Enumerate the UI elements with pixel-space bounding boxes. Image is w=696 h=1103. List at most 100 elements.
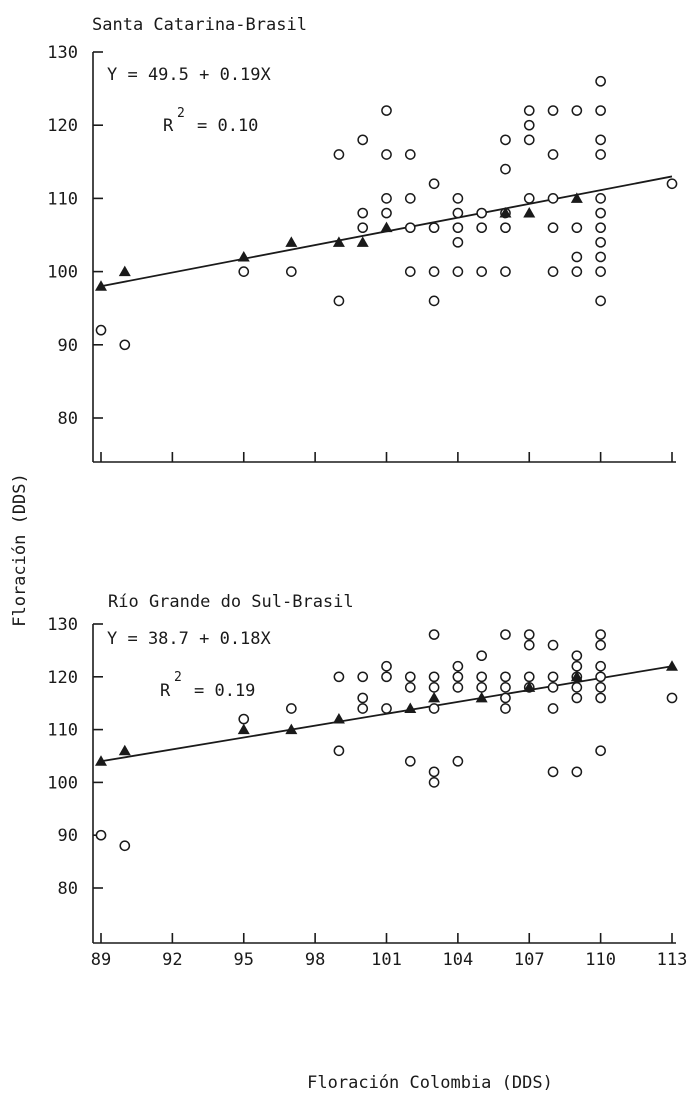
data-point-circle	[238, 266, 250, 277]
data-point-circle	[428, 222, 440, 234]
y-tick-label: 90	[58, 336, 78, 356]
data-point-circle	[523, 134, 535, 146]
data-point-circle	[238, 713, 250, 725]
y-tick-label: 120	[47, 116, 78, 136]
data-point-circle	[571, 766, 583, 778]
axes: 80 90 100 110 120 130 89 92 95 98 101 104 107 110 113	[47, 615, 687, 970]
data-point-circle	[476, 266, 488, 277]
data-point-circle	[476, 682, 488, 693]
x-tick-label: 95	[234, 950, 254, 970]
data-point-triangle	[570, 192, 583, 203]
x-tick-label: 107	[514, 950, 545, 970]
data-point-circle	[595, 236, 606, 248]
x-tick-label: 101	[371, 950, 402, 970]
y-tick-label: 100	[47, 773, 78, 793]
data-point-circle	[547, 193, 559, 204]
data-point-circle	[571, 650, 583, 662]
data-point-triangle	[570, 670, 583, 682]
data-point-circle	[666, 692, 678, 704]
data-point-circle	[428, 777, 440, 788]
y-axis-label: Floración (DDS)	[10, 473, 30, 627]
data-point-triangle	[118, 265, 131, 277]
data-point-triangle	[666, 660, 678, 671]
y-tick-label: 130	[47, 615, 78, 635]
data-point-circle	[500, 163, 511, 175]
data-point-circle	[571, 251, 583, 263]
points-group	[95, 75, 678, 351]
data-point-circle	[357, 703, 369, 714]
r-squared-value: = 0.10	[197, 116, 258, 136]
r-squared-exponent: 2	[177, 106, 185, 121]
r-squared-label: R	[160, 681, 171, 701]
data-point-circle	[476, 222, 488, 234]
data-point-circle	[500, 134, 511, 146]
y-tick-label: 80	[58, 409, 78, 429]
data-point-circle	[523, 671, 535, 683]
data-point-circle	[595, 193, 606, 204]
data-point-circle	[381, 207, 392, 219]
regression-equation: Y = 38.7 + 0.18X	[107, 629, 272, 649]
data-point-circle	[595, 207, 606, 219]
data-point-circle	[452, 660, 464, 672]
data-point-circle	[404, 193, 416, 204]
data-point-circle	[595, 105, 606, 116]
data-point-circle	[404, 671, 416, 683]
data-point-triangle	[332, 236, 345, 247]
data-point-circle	[381, 149, 392, 160]
data-point-circle	[452, 682, 464, 693]
data-point-triangle	[332, 713, 345, 724]
data-point-circle	[452, 222, 464, 234]
data-point-circle	[571, 660, 583, 672]
data-point-circle	[595, 149, 606, 160]
y-tick-label: 110	[47, 721, 78, 741]
data-point-circle	[523, 639, 535, 651]
x-axis-label: Floración Colombia (DDS)	[307, 1073, 553, 1093]
data-point-circle	[595, 75, 606, 87]
data-point-circle	[500, 682, 511, 693]
data-point-circle	[333, 671, 345, 683]
data-point-circle	[428, 295, 440, 307]
data-point-circle	[404, 682, 416, 693]
data-point-circle	[428, 178, 440, 190]
data-point-circle	[333, 745, 345, 757]
data-point-circle	[381, 671, 392, 683]
data-point-circle	[381, 703, 392, 714]
data-point-circle	[95, 324, 107, 336]
data-point-circle	[404, 755, 416, 767]
data-point-circle	[523, 193, 535, 204]
data-point-circle	[500, 671, 511, 683]
data-point-circle	[547, 639, 559, 651]
data-point-triangle	[285, 723, 298, 735]
data-point-circle	[452, 236, 464, 248]
data-point-triangle	[428, 691, 441, 703]
data-point-circle	[357, 134, 369, 146]
data-point-circle	[595, 660, 606, 672]
x-tick-label: 113	[657, 950, 688, 970]
data-point-circle	[523, 629, 535, 640]
data-point-circle	[95, 829, 107, 841]
data-point-triangle	[404, 702, 417, 713]
data-point-circle	[547, 105, 559, 116]
data-point-circle	[428, 629, 440, 640]
data-point-circle	[571, 105, 583, 116]
data-point-triangle	[237, 723, 250, 735]
data-point-circle	[500, 222, 511, 234]
data-point-circle	[500, 629, 511, 640]
data-point-circle	[452, 193, 464, 204]
data-point-circle	[571, 266, 583, 277]
data-point-circle	[119, 840, 131, 852]
x-tick-label: 104	[443, 950, 474, 970]
data-point-circle	[595, 295, 606, 307]
data-point-triangle	[95, 755, 107, 766]
data-point-circle	[571, 222, 583, 234]
data-point-circle	[595, 134, 606, 146]
data-point-triangle	[475, 691, 488, 703]
data-point-triangle	[499, 207, 512, 218]
data-point-circle	[571, 682, 583, 693]
regression-equation: Y = 49.5 + 0.19X	[107, 65, 272, 85]
data-point-circle	[595, 251, 606, 263]
data-point-triangle	[285, 236, 298, 247]
data-point-circle	[119, 339, 131, 351]
data-point-triangle	[523, 681, 536, 692]
